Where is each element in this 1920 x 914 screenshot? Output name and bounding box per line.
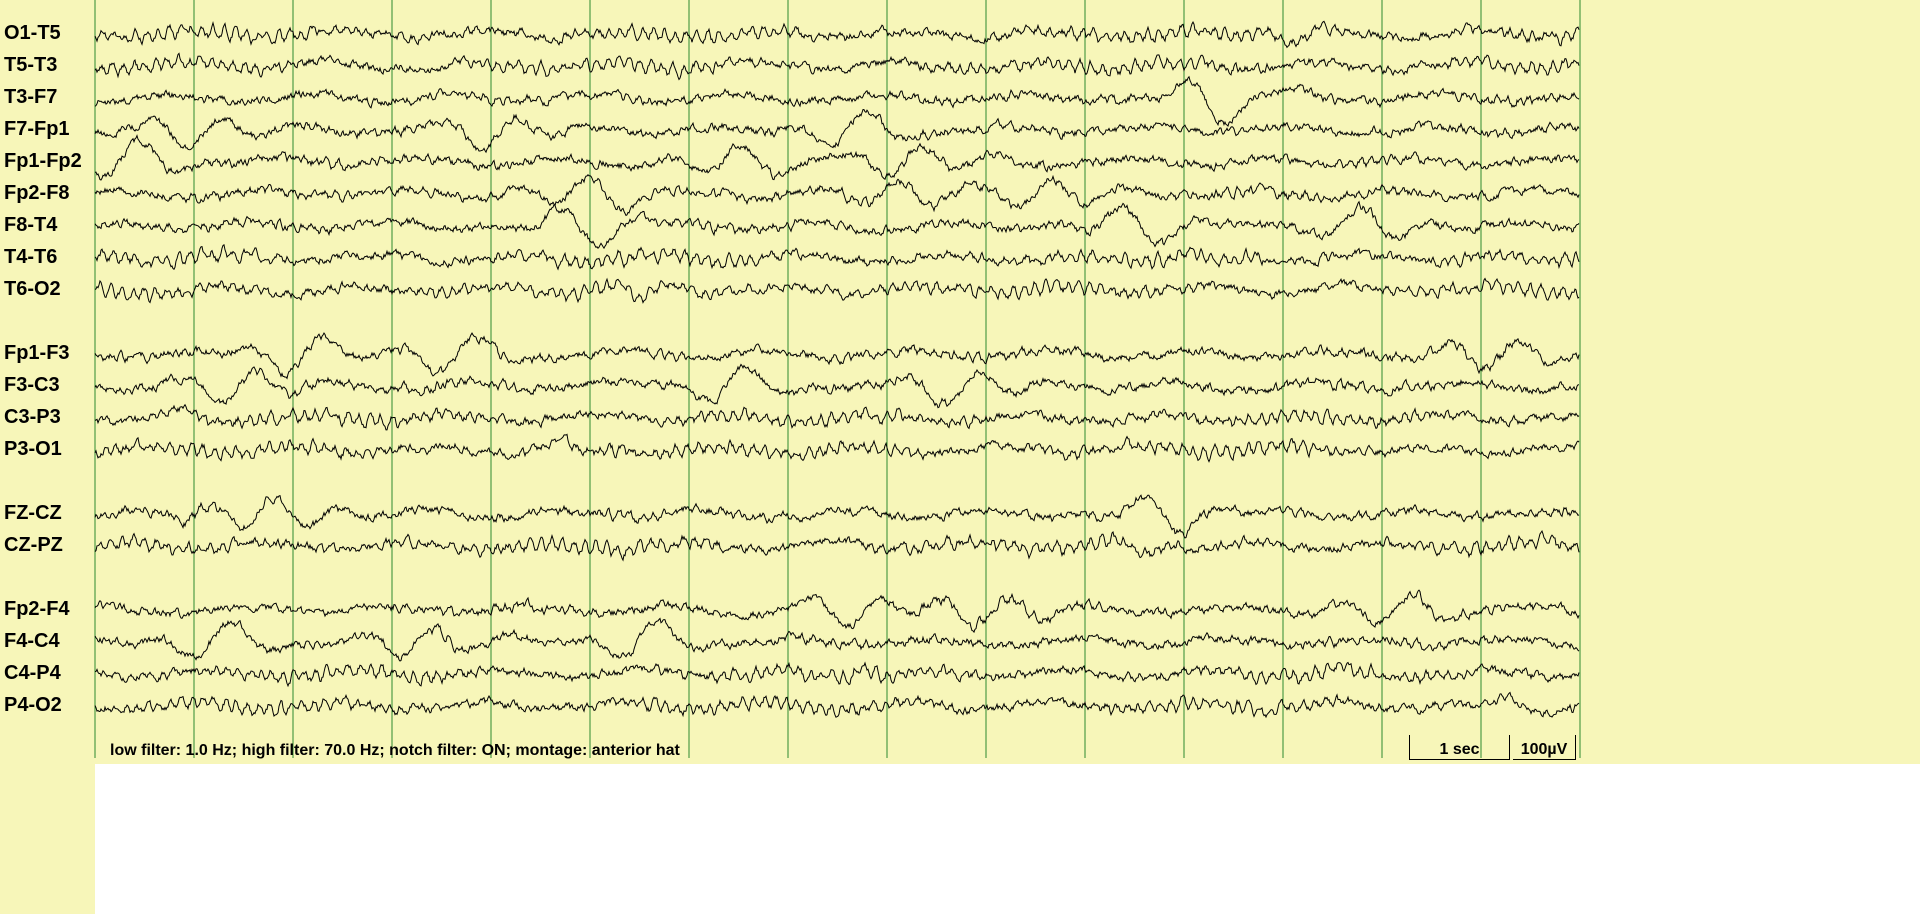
channel-label: T3-F7 xyxy=(4,86,57,109)
eeg-trace xyxy=(95,53,1579,79)
eeg-trace xyxy=(95,590,1579,632)
eeg-plot-svg xyxy=(95,0,1580,764)
channel-label: CZ-PZ xyxy=(4,534,63,557)
channel-label: F8-T4 xyxy=(4,214,57,237)
channel-label: P3-O1 xyxy=(4,438,62,461)
eeg-trace xyxy=(95,333,1579,378)
eeg-trace xyxy=(95,136,1579,180)
channel-label: T5-T3 xyxy=(4,54,57,77)
eeg-trace xyxy=(95,663,1579,686)
channel-label: FZ-CZ xyxy=(4,502,62,525)
channel-label: T4-T6 xyxy=(4,246,57,269)
eeg-plot-area: 1 sec100µV xyxy=(95,0,1580,764)
eeg-trace xyxy=(95,175,1579,216)
channel-label: Fp2-F8 xyxy=(4,182,70,205)
channel-label: P4-O2 xyxy=(4,694,62,717)
channel-label: T6-O2 xyxy=(4,278,61,301)
channel-label: F4-C4 xyxy=(4,630,60,653)
channel-label: O1-T5 xyxy=(4,22,61,45)
channel-label: C3-P3 xyxy=(4,406,61,429)
eeg-trace xyxy=(95,77,1579,126)
eeg-trace xyxy=(95,202,1579,248)
channel-label-column: O1-T5 T5-T3 T3-F7 F7-Fp1 Fp1-Fp2 Fp2-F8 F8-T4 T… xyxy=(0,0,95,914)
channel-label: Fp2-F4 xyxy=(4,598,70,621)
channel-label: F7-Fp1 xyxy=(4,118,70,141)
eeg-trace xyxy=(95,693,1579,718)
eeg-trace xyxy=(95,245,1579,269)
eeg-trace xyxy=(95,434,1579,461)
eeg-trace xyxy=(95,619,1579,662)
eeg-trace xyxy=(95,365,1579,408)
eeg-viewer: O1-T5 T5-T3 T3-F7 F7-Fp1 Fp1-Fp2 Fp2-F8 F8-T4 T… xyxy=(0,0,1920,764)
eeg-trace xyxy=(95,110,1579,153)
channel-label: F3-C3 xyxy=(4,374,60,397)
channel-label: C4-P4 xyxy=(4,662,61,685)
eeg-trace xyxy=(95,279,1579,303)
eeg-trace xyxy=(95,531,1579,560)
filter-settings-text: low filter: 1.0 Hz; high filter: 70.0 Hz… xyxy=(110,742,680,760)
eeg-trace xyxy=(95,495,1579,538)
channel-label: Fp1-F3 xyxy=(4,342,70,365)
eeg-trace xyxy=(95,405,1579,430)
eeg-trace xyxy=(95,21,1579,47)
amplitude-scale-bar: 100µV xyxy=(1513,735,1576,760)
channel-label: Fp1-Fp2 xyxy=(4,150,82,173)
time-scale-bar: 1 sec xyxy=(1409,735,1510,760)
